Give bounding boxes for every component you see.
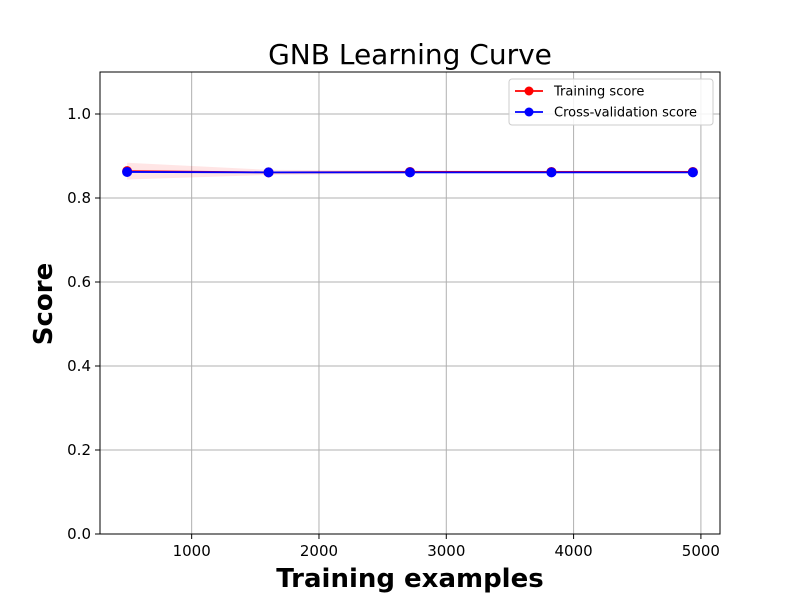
x-tick-label: 3000 [427, 542, 465, 560]
y-tick-label: 0.8 [67, 189, 91, 207]
y-tick-label: 0.0 [67, 525, 91, 543]
legend-box [508, 78, 714, 126]
x-axis-ticks: 1000 2000 3000 4000 5000 [173, 534, 720, 560]
cross-validation-point [687, 167, 698, 178]
y-tick-label: 0.6 [67, 273, 91, 291]
y-tick-label: 0.4 [67, 357, 91, 375]
y-tick-label: 0.2 [67, 441, 91, 459]
y-axis-ticks: 0.0 0.2 0.4 0.6 0.8 1.0 [67, 105, 100, 543]
x-tick-label: 1000 [173, 542, 211, 560]
legend-cross-validation-label: Cross-validation score [554, 106, 697, 121]
y-axis-label: Score [29, 263, 59, 345]
x-axis-label: Training examples [276, 564, 543, 594]
legend: Training score Cross-validation score [508, 78, 714, 126]
legend-cross-validation-marker [524, 107, 534, 117]
grid [100, 72, 720, 535]
legend-training-label: Training score [553, 85, 644, 100]
plot-frame [99, 71, 721, 535]
chart-title: GNB Learning Curve [268, 38, 552, 71]
cross-validation-point [546, 167, 557, 178]
x-tick-label: 2000 [300, 542, 338, 560]
y-tick-label: 1.0 [67, 105, 91, 123]
cross-validation-point [263, 167, 274, 178]
x-tick-label: 4000 [554, 542, 592, 560]
legend-training-marker [524, 86, 534, 96]
cross-validation-point [122, 166, 133, 177]
x-tick-label: 5000 [682, 542, 720, 560]
cross-validation-point [405, 167, 415, 178]
series-points [122, 166, 698, 178]
